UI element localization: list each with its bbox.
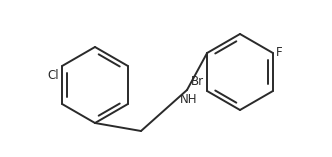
Text: NH: NH: [180, 93, 198, 106]
Text: F: F: [276, 46, 283, 60]
Text: Br: Br: [191, 75, 204, 88]
Text: Cl: Cl: [47, 69, 59, 82]
